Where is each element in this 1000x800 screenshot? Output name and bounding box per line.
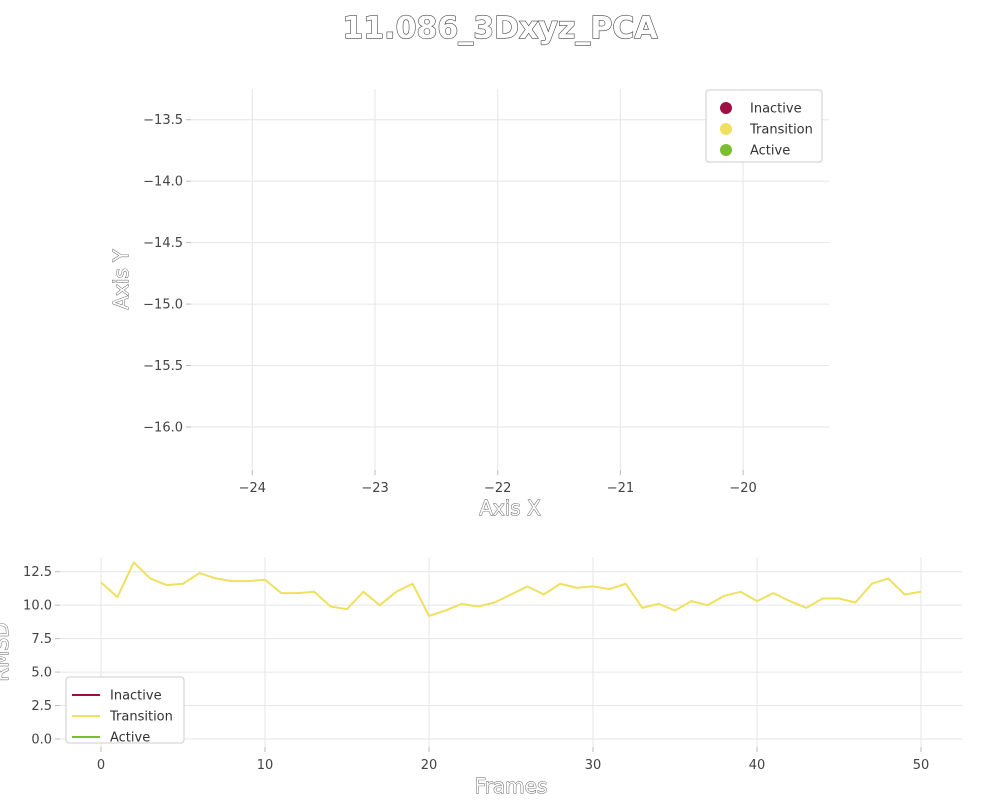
legend-label-transition: Transition [749,123,813,138]
legend-frame [705,89,823,163]
y-tick-label: 7.5 [31,632,52,647]
scatter-plot: −24 −23 −22 −21 −20 −13.5 −14.0 −14.5 −15.0 −15.5… [109,89,829,520]
y-tick-label: −14.0 [143,175,183,190]
rmsd-line-plot: 0 10 20 30 40 50 0.0 2.5 5.0 7.5 10.0 12.5 Frames RMS… [0,557,962,798]
y-tick-label: 10.0 [23,599,52,614]
legend-marker-active [720,144,732,156]
x-tick-label: −21 [607,481,634,496]
x-axis-label: Axis X [479,496,541,520]
legend: Inactive Transition Active [705,89,823,163]
y-tick-label: −16.0 [143,420,183,435]
series-line-transition [100,561,922,617]
y-tick-label: 0.0 [31,732,52,747]
y-tick-label: 2.5 [31,699,52,714]
legend-label-transition: Transition [109,710,173,725]
y-tick-label: 12.5 [23,565,52,580]
x-tick-label: −22 [484,481,511,496]
y-tick-label: −13.5 [143,113,183,128]
legend-label-inactive: Inactive [750,102,802,117]
legend-frame [65,676,185,744]
y-tick-label: −15.0 [143,298,183,313]
legend: Inactive Transition Active [65,676,185,746]
legend-label-inactive: Inactive [110,689,162,704]
y-tick-label: −14.5 [143,236,183,251]
y-axis-label: RMSD [0,622,13,681]
x-tick-label: 20 [421,758,438,773]
x-tick-label: 40 [749,758,766,773]
x-tick-label: −24 [239,481,266,496]
legend-label-active: Active [750,144,790,159]
x-tick-label: 0 [97,758,105,773]
x-tick-label: −20 [729,481,756,496]
x-tick-label: 30 [585,758,602,773]
x-tick-label: 10 [257,758,274,773]
legend-marker-transition [720,123,732,135]
x-tick-label: −23 [361,481,388,496]
x-tick-label: 50 [913,758,930,773]
x-axis-label: Frames [475,774,548,798]
y-tick-label: 5.0 [31,666,52,681]
legend-label-active: Active [110,731,150,746]
chart-title: 11.086_3Dxyz_PCA [342,11,658,46]
legend-marker-inactive [720,102,732,114]
y-axis-label: Axis Y [109,249,133,310]
y-tick-label: −15.5 [143,359,183,374]
